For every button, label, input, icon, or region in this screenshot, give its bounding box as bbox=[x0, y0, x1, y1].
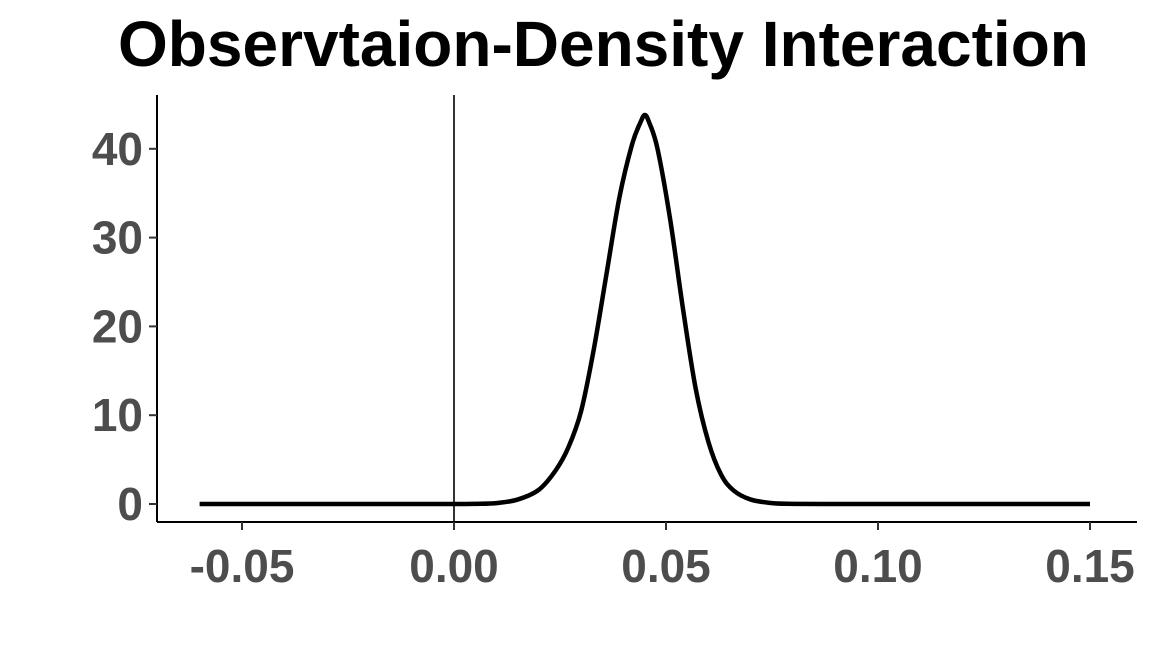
chart-title: Observtaion-Density Interaction bbox=[118, 8, 1089, 80]
x-tick-label: 0.15 bbox=[1045, 540, 1135, 592]
y-tick-label: 10 bbox=[92, 389, 143, 441]
x-axis: -0.05 0.00 0.05 0.10 0.15 bbox=[157, 521, 1137, 592]
y-tick-label: 0 bbox=[117, 478, 143, 530]
x-tick-label: 0.00 bbox=[409, 540, 499, 592]
plot-area bbox=[199, 95, 1090, 522]
y-tick-label: 20 bbox=[92, 300, 143, 352]
y-tick-label: 40 bbox=[92, 123, 143, 175]
x-tick-label: 0.10 bbox=[833, 540, 923, 592]
y-tick-label: 30 bbox=[92, 212, 143, 264]
density-curve bbox=[199, 112, 1090, 507]
x-tick-label: 0.05 bbox=[621, 540, 711, 592]
y-axis: 0 10 20 30 40 bbox=[92, 95, 158, 530]
x-tick-label: -0.05 bbox=[190, 540, 295, 592]
